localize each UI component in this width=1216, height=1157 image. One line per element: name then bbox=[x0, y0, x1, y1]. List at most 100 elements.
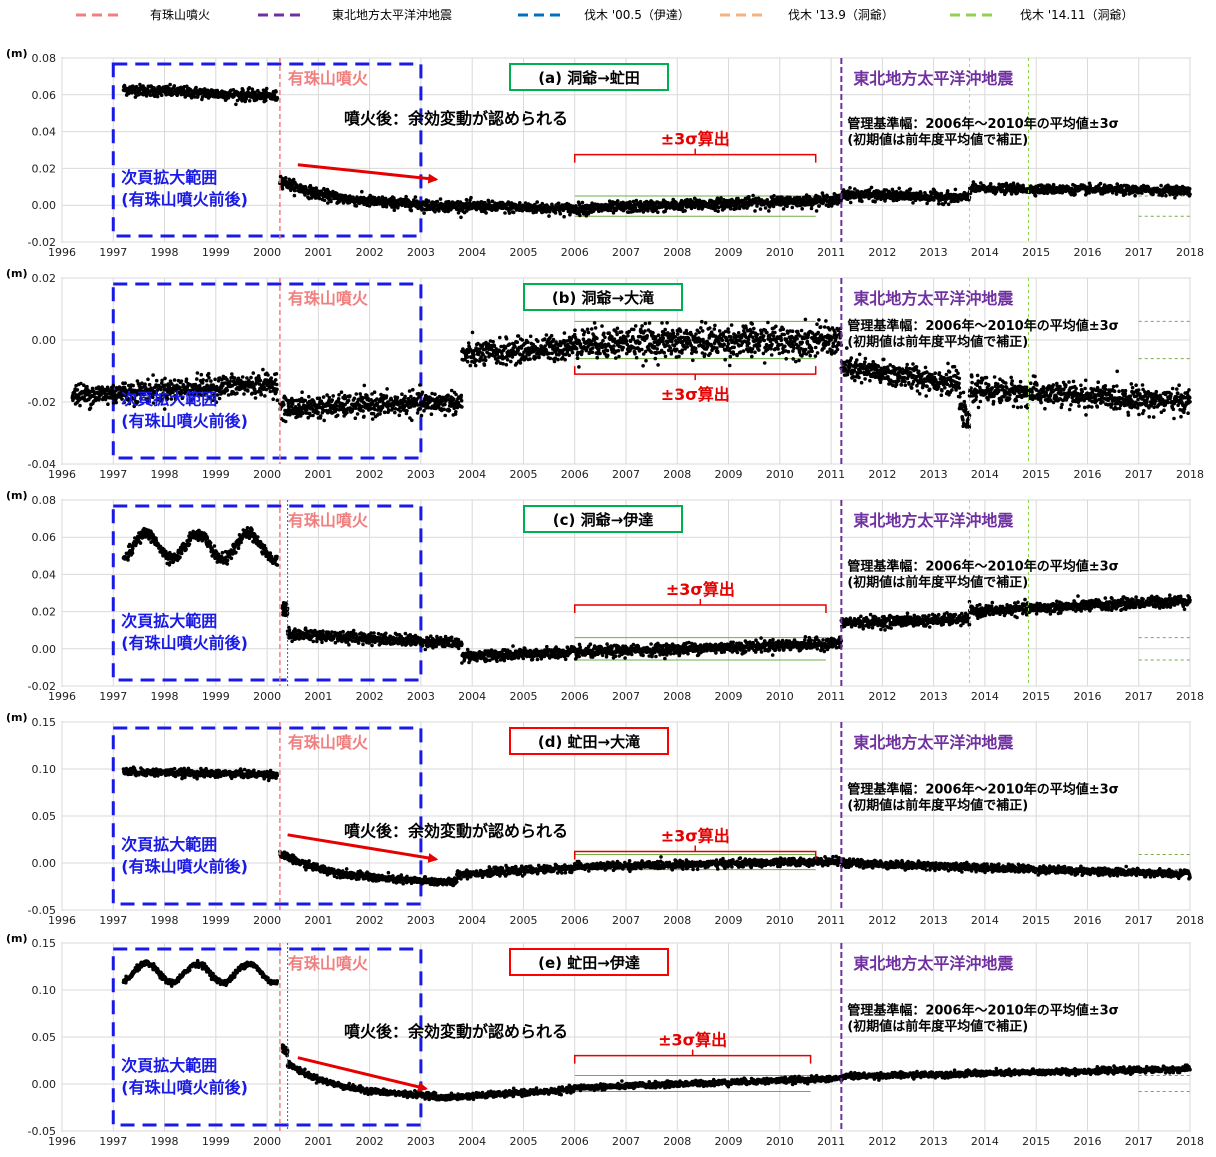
data-point bbox=[361, 409, 365, 413]
data-point bbox=[944, 201, 948, 205]
data-point bbox=[140, 381, 144, 385]
data-point bbox=[337, 397, 341, 401]
data-point bbox=[508, 342, 512, 346]
data-point bbox=[897, 187, 901, 191]
x-tick-label: 1997 bbox=[99, 468, 127, 481]
data-point bbox=[226, 389, 230, 393]
data-point bbox=[248, 99, 252, 103]
data-point bbox=[800, 207, 804, 211]
data-point bbox=[396, 396, 400, 400]
data-point bbox=[274, 378, 278, 382]
x-tick-label: 2000 bbox=[253, 246, 281, 259]
x-tick-label: 2015 bbox=[1022, 468, 1050, 481]
data-point bbox=[358, 392, 362, 396]
data-point bbox=[291, 402, 295, 406]
y-unit-label: (m) bbox=[6, 47, 28, 60]
earthquake-label: 東北地方太平洋沖地震 bbox=[853, 69, 1014, 88]
data-point bbox=[860, 200, 864, 204]
data-point bbox=[484, 358, 488, 362]
data-point bbox=[554, 211, 558, 215]
criteria-label-1: 管理基準幅：2006年～2010年の平均値±3σ bbox=[847, 116, 1118, 132]
data-point bbox=[581, 201, 585, 205]
data-point bbox=[173, 378, 177, 382]
data-point bbox=[764, 206, 768, 210]
data-point bbox=[767, 209, 771, 213]
data-point bbox=[228, 380, 232, 384]
data-point bbox=[218, 397, 222, 401]
x-tick-label: 2009 bbox=[715, 246, 743, 259]
data-point bbox=[411, 388, 415, 392]
data-point bbox=[347, 399, 351, 403]
data-point bbox=[326, 201, 330, 205]
data-point bbox=[328, 396, 332, 400]
data-point bbox=[213, 378, 217, 382]
data-point bbox=[76, 388, 80, 392]
data-point bbox=[393, 411, 397, 415]
data-point bbox=[143, 382, 147, 386]
data-point bbox=[168, 83, 172, 87]
data-point bbox=[515, 340, 519, 344]
data-point bbox=[293, 189, 297, 193]
data-point bbox=[1188, 192, 1192, 196]
data-point bbox=[545, 333, 549, 337]
x-tick-label: 2011 bbox=[817, 468, 845, 481]
data-point bbox=[946, 189, 950, 193]
data-point bbox=[681, 206, 685, 210]
data-point bbox=[460, 405, 464, 409]
data-point bbox=[989, 182, 993, 186]
data-point bbox=[448, 409, 452, 413]
x-tick-label: 2001 bbox=[304, 468, 332, 481]
data-point bbox=[269, 376, 273, 380]
data-point bbox=[403, 395, 407, 399]
data-point bbox=[385, 394, 389, 398]
data-point bbox=[266, 373, 270, 377]
data-point bbox=[873, 200, 877, 204]
data-point bbox=[911, 201, 915, 205]
data-point bbox=[209, 379, 213, 383]
data-point bbox=[330, 398, 334, 402]
y-tick-label: -0.02 bbox=[28, 396, 56, 409]
data-point bbox=[329, 200, 333, 204]
data-point bbox=[408, 389, 412, 393]
data-point bbox=[528, 357, 532, 361]
data-point bbox=[459, 216, 463, 220]
x-tick-label: 2015 bbox=[1022, 246, 1050, 259]
x-tick-label: 1998 bbox=[151, 246, 179, 259]
x-tick-label: 2003 bbox=[407, 468, 435, 481]
data-point bbox=[276, 96, 280, 100]
data-point bbox=[442, 408, 446, 412]
x-tick-label: 2018 bbox=[1176, 468, 1204, 481]
data-point bbox=[491, 340, 495, 344]
data-point bbox=[307, 395, 311, 399]
data-point bbox=[765, 198, 769, 202]
data-point bbox=[506, 358, 510, 362]
data-point bbox=[399, 409, 403, 413]
data-point bbox=[405, 409, 409, 413]
data-point bbox=[559, 212, 563, 216]
data-point bbox=[557, 202, 561, 206]
x-tick-label: 2004 bbox=[458, 246, 486, 259]
data-point bbox=[517, 334, 521, 338]
data-point bbox=[322, 419, 326, 423]
data-point bbox=[414, 195, 418, 199]
data-point bbox=[947, 203, 951, 207]
data-point bbox=[311, 414, 315, 418]
data-point bbox=[207, 372, 211, 376]
data-point bbox=[815, 209, 819, 213]
data-point bbox=[466, 360, 470, 364]
data-point bbox=[275, 372, 279, 376]
data-point bbox=[416, 411, 420, 415]
data-point bbox=[319, 414, 323, 418]
data-point bbox=[230, 372, 234, 376]
data-point bbox=[474, 364, 478, 368]
x-tick-label: 2016 bbox=[1073, 246, 1101, 259]
data-point bbox=[1151, 193, 1155, 197]
data-point bbox=[452, 398, 456, 402]
x-tick-label: 2017 bbox=[1125, 246, 1153, 259]
x-tick-label: 2007 bbox=[612, 468, 640, 481]
data-point bbox=[418, 383, 422, 387]
data-point bbox=[196, 371, 200, 375]
data-point bbox=[550, 334, 554, 338]
data-point bbox=[518, 201, 522, 205]
data-point bbox=[550, 352, 554, 356]
